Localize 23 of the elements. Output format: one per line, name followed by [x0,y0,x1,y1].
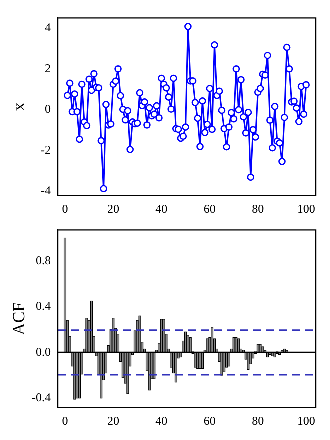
x-tick-label: 80 [252,414,264,428]
y-tick-label: 0.0 [36,344,51,359]
y-tick-label: -0.4 [32,390,51,405]
x-tick-label: 0 [62,414,68,428]
x-tick-label: 60 [204,202,216,216]
x-tick-label: 0 [62,202,68,216]
x-tick-label: 100 [297,202,316,216]
y-tick-label: 0 [45,102,51,116]
x-tick-label: 20 [107,414,120,428]
x-tick-label: 100 [297,414,316,428]
y-tick-label: 0.4 [36,299,51,314]
y-tick-label: -2 [41,142,51,157]
x-tick-label: 20 [107,202,120,216]
y-tick-label: 4 [45,20,51,35]
y-tick-label: 0.8 [36,253,51,268]
x-tick-label: 40 [156,414,168,428]
y-axis-title: x [10,102,29,112]
x-tick-label: 60 [204,414,216,428]
y-tick-label: -4 [41,184,51,198]
y-axis-title: ACF [10,302,29,336]
x-tick-label: 80 [252,202,264,216]
y-tick-label: 2 [45,61,51,76]
x-tick-label: 40 [156,202,168,216]
